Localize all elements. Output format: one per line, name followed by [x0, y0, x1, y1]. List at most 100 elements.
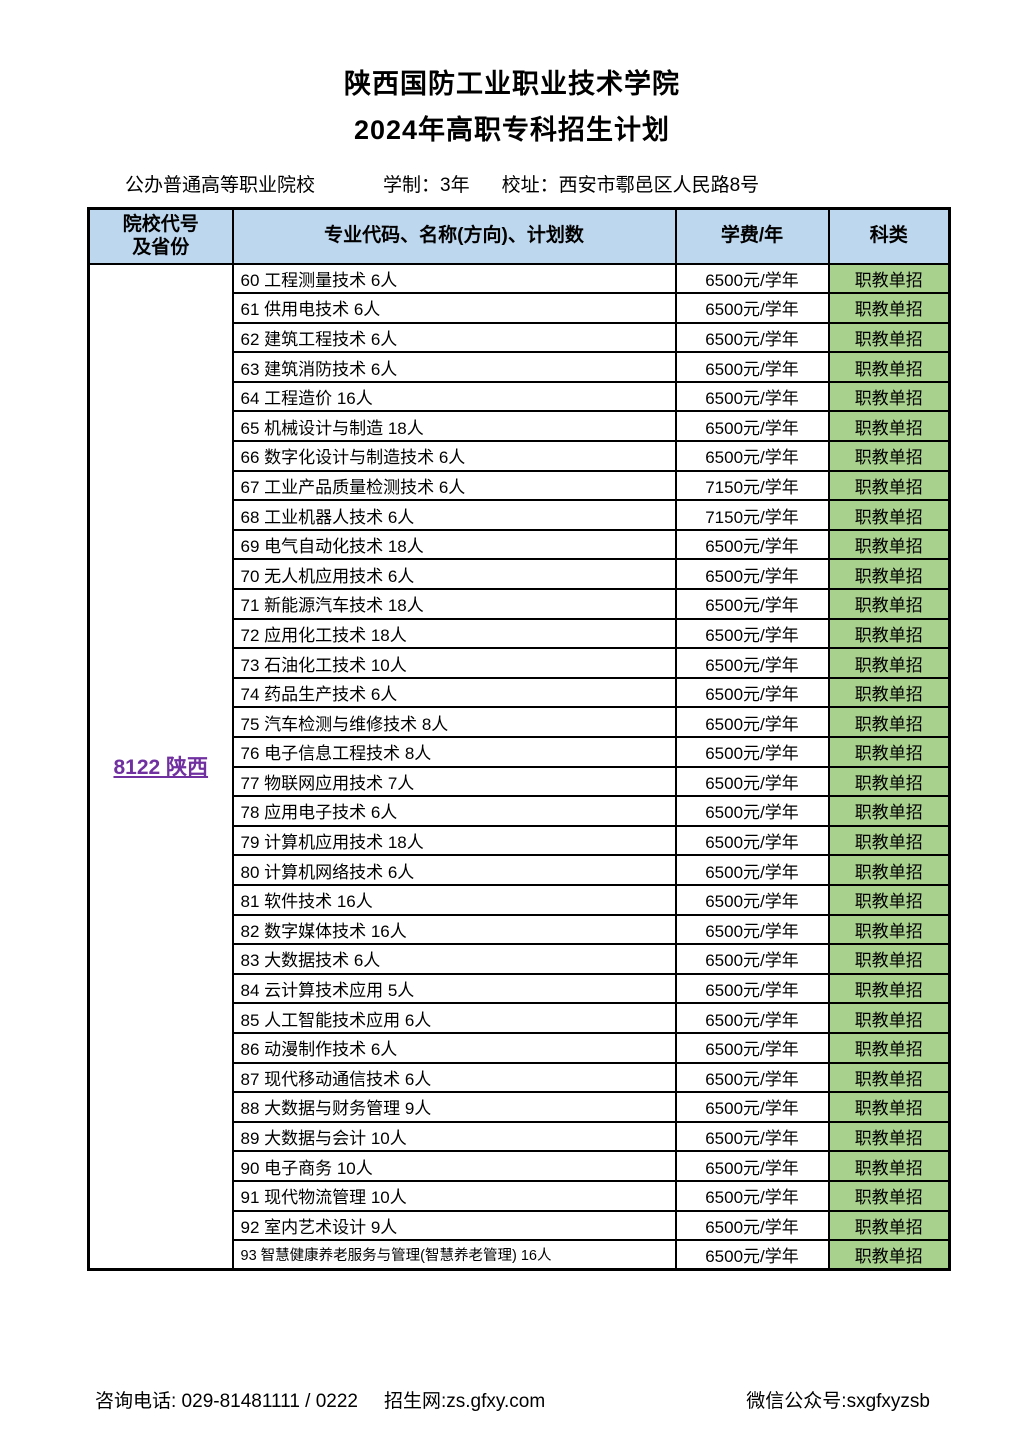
major-cell: 60 工程测量技术 6人 [231, 262, 677, 295]
fee-cell: 6500元/学年 [674, 410, 830, 443]
fee-cell: 6500元/学年 [674, 972, 830, 1005]
category-cell: 职教单招 [827, 1091, 951, 1123]
fee-cell: 6500元/学年 [674, 321, 830, 354]
fee-cell: 6500元/学年 [674, 824, 830, 857]
study-duration-label: 学制：3年 [383, 175, 470, 196]
major-cell: 78 应用电子技术 6人 [231, 795, 677, 827]
fee-cell: 6500元/学年 [674, 440, 830, 472]
table-row: 67 工业产品质量检测技术 6人 7150元/学年 职教单招 [89, 469, 951, 502]
category-cell: 职教单招 [827, 824, 951, 857]
enrollment-plan-table: 院校代号 及省份 专业代码、名称(方向)、计划数 学费/年 科类 8122 陕西… [87, 207, 951, 1272]
table-row: 68 工业机器人技术 6人 7150元/学年 职教单招 [89, 499, 951, 531]
category-cell: 职教单招 [827, 854, 951, 886]
category-cell: 职教单招 [827, 617, 951, 650]
table-row: 84 云计算技术应用 5人 6500元/学年 职教单招 [89, 972, 951, 1005]
major-cell: 71 新能源汽车技术 18人 [231, 588, 677, 620]
table-row: 72 应用化工技术 18人 6500元/学年 职教单招 [89, 617, 951, 650]
fee-cell: 6500元/学年 [674, 943, 830, 975]
major-cell: 92 室内艺术设计 9人 [231, 1209, 677, 1242]
footer-phone: 咨询电话: 029-81481111 / 0222 [95, 1391, 358, 1412]
table-row: 85 人工智能技术应用 6人 6500元/学年 职教单招 [89, 1002, 951, 1034]
table-row: 74 药品生产技术 6人 6500元/学年 职教单招 [89, 676, 951, 709]
category-cell: 职教单招 [827, 588, 951, 620]
category-cell: 职教单招 [827, 736, 951, 768]
table-row: 64 工程造价 16人 6500元/学年 职教单招 [89, 380, 951, 413]
major-cell: 81 软件技术 16人 [231, 883, 677, 916]
table-row: 77 物联网应用技术 7人 6500元/学年 职教单招 [89, 765, 951, 798]
category-cell: 职教单招 [827, 262, 951, 295]
header-cell-category: 科类 [827, 207, 951, 265]
header-institution-line1: 院校代号 [122, 213, 199, 235]
table-row: 69 电气自动化技术 18人 6500元/学年 职教单招 [89, 528, 951, 561]
fee-cell: 6500元/学年 [674, 736, 830, 768]
fee-cell: 6500元/学年 [674, 706, 830, 738]
major-cell: 90 电子商务 10人 [231, 1150, 677, 1182]
category-cell: 职教单招 [827, 1239, 951, 1271]
table-row: 83 大数据技术 6人 6500元/学年 职教单招 [89, 943, 951, 975]
major-cell: 76 电子信息工程技术 8人 [231, 736, 677, 768]
category-cell: 职教单招 [827, 499, 951, 531]
header-institution-line2: 及省份 [132, 237, 190, 259]
fee-cell: 6500元/学年 [674, 380, 830, 413]
major-cell: 83 大数据技术 6人 [231, 943, 677, 975]
major-cell: 62 建筑工程技术 6人 [231, 321, 677, 354]
major-cell: 82 数字媒体技术 16人 [231, 913, 677, 946]
table-row: 79 计算机应用技术 18人 6500元/学年 职教单招 [89, 824, 951, 857]
institution-code-province: 8122 陕西 [113, 756, 209, 780]
major-cell: 85 人工智能技术应用 6人 [231, 1002, 677, 1034]
footer: 咨询电话: 029-81481111 / 0222 招生网:zs.gfxy.co… [95, 1386, 930, 1413]
table-row: 70 无人机应用技术 6人 6500元/学年 职教单招 [89, 558, 951, 591]
category-cell: 职教单招 [827, 883, 951, 916]
table-row: 65 机械设计与制造 18人 6500元/学年 职教单招 [89, 410, 951, 443]
table-row: 73 石油化工技术 10人 6500元/学年 职教单招 [89, 647, 951, 679]
major-cell: 65 机械设计与制造 18人 [231, 410, 677, 443]
major-cell: 80 计算机网络技术 6人 [231, 854, 677, 886]
fee-cell: 6500元/学年 [674, 676, 830, 709]
table-body: 8122 陕西 60 工程测量技术 6人 6500元/学年 职教单招 61 供用电技术 … [87, 262, 951, 1271]
fee-cell: 6500元/学年 [674, 1179, 830, 1212]
category-cell: 职教单招 [827, 351, 951, 383]
category-cell: 职教单招 [827, 1002, 951, 1034]
category-cell: 职教单招 [827, 410, 951, 443]
fee-cell: 6500元/学年 [674, 617, 830, 650]
major-cell: 73 石油化工技术 10人 [231, 647, 677, 679]
fee-cell: 6500元/学年 [674, 1031, 830, 1064]
category-cell: 职教单招 [827, 380, 951, 413]
fee-cell: 6500元/学年 [674, 1061, 830, 1094]
fee-cell: 6500元/学年 [674, 262, 830, 295]
category-cell: 职教单招 [827, 292, 951, 324]
table-row: 91 现代物流管理 10人 6500元/学年 职教单招 [89, 1179, 951, 1212]
major-cell: 61 供用电技术 6人 [231, 292, 677, 324]
major-cell: 91 现代物流管理 10人 [231, 1179, 677, 1212]
major-cell: 86 动漫制作技术 6人 [231, 1031, 677, 1064]
major-cell: 69 电气自动化技术 18人 [231, 528, 677, 561]
major-cell: 75 汽车检测与维修技术 8人 [231, 706, 677, 738]
institution-cell: 8122 陕西 [87, 262, 234, 1271]
fee-cell: 6500元/学年 [674, 1239, 830, 1271]
fee-cell: 6500元/学年 [674, 913, 830, 946]
table-row: 89 大数据与会计 10人 6500元/学年 职教单招 [89, 1120, 951, 1153]
fee-cell: 6500元/学年 [674, 647, 830, 679]
footer-website: 招生网:zs.gfxy.com [384, 1391, 546, 1412]
header-cell-major: 专业代码、名称(方向)、计划数 [231, 207, 677, 265]
table-header-row: 院校代号 及省份 专业代码、名称(方向)、计划数 学费/年 科类 [87, 207, 951, 265]
school-info-line: 公办普通高等职业院校 学制：3年 校址：西安市鄠邑区人民路8号 [125, 170, 759, 197]
table-row: 87 现代移动通信技术 6人 6500元/学年 职教单招 [89, 1061, 951, 1094]
category-cell: 职教单招 [827, 1031, 951, 1064]
major-cell: 89 大数据与会计 10人 [231, 1120, 677, 1153]
fee-cell: 6500元/学年 [674, 1091, 830, 1123]
category-cell: 职教单招 [827, 943, 951, 975]
footer-wechat: 微信公众号:sxgfxyzsb [746, 1391, 930, 1412]
fee-cell: 7150元/学年 [674, 499, 830, 531]
page-title: 陕西国防工业职业技术学院 [344, 69, 680, 99]
fee-cell: 6500元/学年 [674, 558, 830, 591]
major-cell: 68 工业机器人技术 6人 [231, 499, 677, 531]
category-cell: 职教单招 [827, 469, 951, 502]
fee-cell: 6500元/学年 [674, 795, 830, 827]
table-row: 75 汽车检测与维修技术 8人 6500元/学年 职教单招 [89, 706, 951, 738]
major-cell: 87 现代移动通信技术 6人 [231, 1061, 677, 1094]
category-cell: 职教单招 [827, 440, 951, 472]
table-row: 8122 陕西 60 工程测量技术 6人 6500元/学年 职教单招 [87, 262, 951, 1271]
footer-contact-group: 咨询电话: 029-81481111 / 0222 招生网:zs.gfxy.co… [95, 1386, 545, 1413]
